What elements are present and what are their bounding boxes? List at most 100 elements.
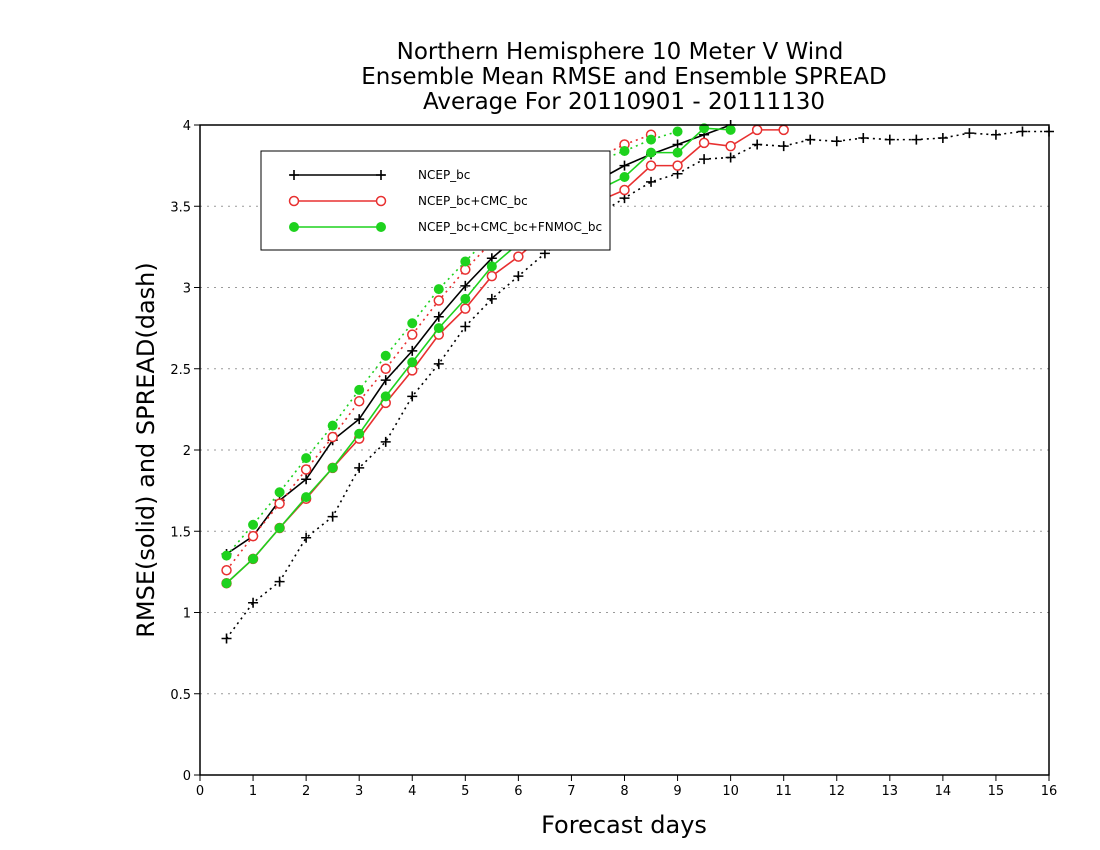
x-tick-label: 10 <box>722 784 739 799</box>
rmse-point <box>327 462 338 473</box>
spread-point <box>221 565 232 576</box>
rmse-point <box>619 184 630 196</box>
rmse-point <box>725 124 736 135</box>
spread-point <box>433 295 445 306</box>
spread-point <box>380 350 391 361</box>
chart-title: Northern Hemisphere 10 Meter V Wind Ense… <box>361 39 886 115</box>
spread-point <box>301 453 312 464</box>
spread-point <box>301 532 312 543</box>
rmse-point <box>221 578 232 589</box>
x-tick-label: 5 <box>461 784 469 799</box>
rmse-line <box>225 127 731 584</box>
spread-point <box>513 271 524 282</box>
legend-point <box>376 222 386 232</box>
spread-point <box>327 431 338 443</box>
spread-point <box>221 633 232 644</box>
spread-point <box>990 129 1001 140</box>
spread-point <box>274 498 285 509</box>
legend-label: NCEP_bc+CMC_bc+FNMOC_bc <box>418 220 602 234</box>
x-axis-label: Forecast days <box>541 811 707 839</box>
spread-point <box>433 284 444 295</box>
x-tick-label: 6 <box>514 784 522 799</box>
y-tick-label: 2.5 <box>170 363 191 378</box>
spread-point <box>725 152 736 163</box>
spread-point <box>380 436 391 447</box>
y-axis-label: RMSE(solid) and SPREAD(dash) <box>132 262 160 638</box>
spread-point <box>646 134 657 145</box>
legend-entry-3: NCEP_bc+CMC_bc+FNMOC_bc <box>289 220 602 234</box>
spread-point <box>1017 126 1028 137</box>
spread-point <box>353 396 365 407</box>
y-tick-label: 3.5 <box>170 200 191 215</box>
x-tick-label: 4 <box>408 784 416 799</box>
x-tick-label: 2 <box>302 784 310 799</box>
x-tick-label: 9 <box>673 784 681 799</box>
spread-point <box>221 550 232 561</box>
rmse-point <box>248 553 259 564</box>
rmse-point <box>645 160 657 171</box>
spread-point <box>805 134 816 145</box>
legend-point <box>376 170 386 180</box>
x-tick-label: 14 <box>935 784 952 799</box>
legend-label: NCEP_bc <box>418 168 470 182</box>
rmse-point <box>354 414 365 425</box>
spread-point <box>778 141 789 152</box>
plot-frame <box>199 124 1050 776</box>
title-line-2: Ensemble Mean RMSE and Ensemble SPREAD <box>361 64 886 90</box>
spread-point <box>937 133 948 143</box>
y-tick-label: 0.5 <box>170 688 191 703</box>
spread-point <box>407 329 418 340</box>
rmse-point <box>672 147 683 158</box>
rmse-point <box>486 261 497 272</box>
spread-point <box>964 128 975 139</box>
rmse-point <box>778 124 789 136</box>
rmse-point <box>486 270 498 282</box>
spread-point <box>407 318 418 329</box>
title-line-3: Average For 20110901 - 20111130 <box>423 89 825 115</box>
rmse-point <box>301 492 312 503</box>
spread-point <box>831 136 842 147</box>
spread-point <box>699 154 710 165</box>
spread-point <box>619 146 630 156</box>
legend-point <box>375 195 387 207</box>
spread-point <box>248 597 259 608</box>
spread-point <box>460 256 471 267</box>
x-tick-label: 11 <box>775 784 792 799</box>
legend: NCEP_bc NCEP_bc+CMC_bc NCEP_bc+CMC_bc+FNMO… <box>260 150 611 251</box>
legend-point <box>289 222 299 232</box>
rmse-point <box>433 323 444 334</box>
x-tick-label: 1 <box>249 784 257 799</box>
rmse-point <box>354 428 365 439</box>
rmse-point <box>301 474 312 485</box>
rmse-point <box>460 280 471 291</box>
spread-point <box>911 134 922 145</box>
y-tick-label: 2 <box>183 444 191 459</box>
spread-point <box>884 134 895 145</box>
spread-point <box>247 530 259 542</box>
spread-point <box>274 576 285 587</box>
rmse-point <box>380 375 391 386</box>
y-tick-label: 1.5 <box>170 525 191 540</box>
rmse-point <box>619 172 630 182</box>
spread-point <box>858 133 869 143</box>
spread-point <box>380 363 391 374</box>
spread-point <box>460 321 471 332</box>
spread-point <box>274 487 285 498</box>
x-tick-label: 12 <box>828 784 845 799</box>
spread-point <box>433 358 444 369</box>
spread-point <box>354 384 365 395</box>
x-tick-label: 15 <box>988 784 1005 799</box>
y-tick-label: 0 <box>183 769 191 784</box>
spread-point <box>646 176 657 187</box>
y-tick-label: 1 <box>183 607 191 622</box>
title-line-1: Northern Hemisphere 10 Meter V Wind <box>397 39 844 65</box>
rmse-point <box>646 147 657 158</box>
spread-point <box>327 511 338 522</box>
x-tick-label: 8 <box>620 784 628 799</box>
legend-label: NCEP_bc+CMC_bc <box>418 194 528 208</box>
spread-point <box>752 139 763 150</box>
spread-point <box>486 293 497 304</box>
legend-point <box>288 195 300 207</box>
spread-point <box>672 126 683 137</box>
